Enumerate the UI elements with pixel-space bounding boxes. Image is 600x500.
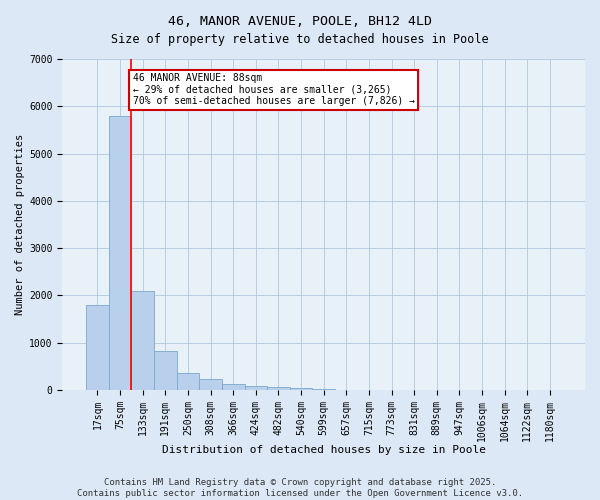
X-axis label: Distribution of detached houses by size in Poole: Distribution of detached houses by size … <box>161 445 485 455</box>
Bar <box>313 389 335 390</box>
Y-axis label: Number of detached properties: Number of detached properties <box>15 134 25 315</box>
Bar <box>154 351 176 390</box>
Bar <box>199 379 222 390</box>
Bar <box>131 290 154 390</box>
Text: Contains HM Land Registry data © Crown copyright and database right 2025.
Contai: Contains HM Land Registry data © Crown c… <box>77 478 523 498</box>
Bar <box>267 387 290 390</box>
Bar <box>109 116 131 390</box>
Bar <box>290 388 313 390</box>
Text: 46, MANOR AVENUE, POOLE, BH12 4LD: 46, MANOR AVENUE, POOLE, BH12 4LD <box>168 15 432 28</box>
Bar <box>176 374 199 390</box>
Bar <box>86 305 109 390</box>
Bar <box>222 384 245 390</box>
Text: Size of property relative to detached houses in Poole: Size of property relative to detached ho… <box>111 32 489 46</box>
Bar <box>245 386 267 390</box>
Text: 46 MANOR AVENUE: 88sqm
← 29% of detached houses are smaller (3,265)
70% of semi-: 46 MANOR AVENUE: 88sqm ← 29% of detached… <box>133 73 415 106</box>
